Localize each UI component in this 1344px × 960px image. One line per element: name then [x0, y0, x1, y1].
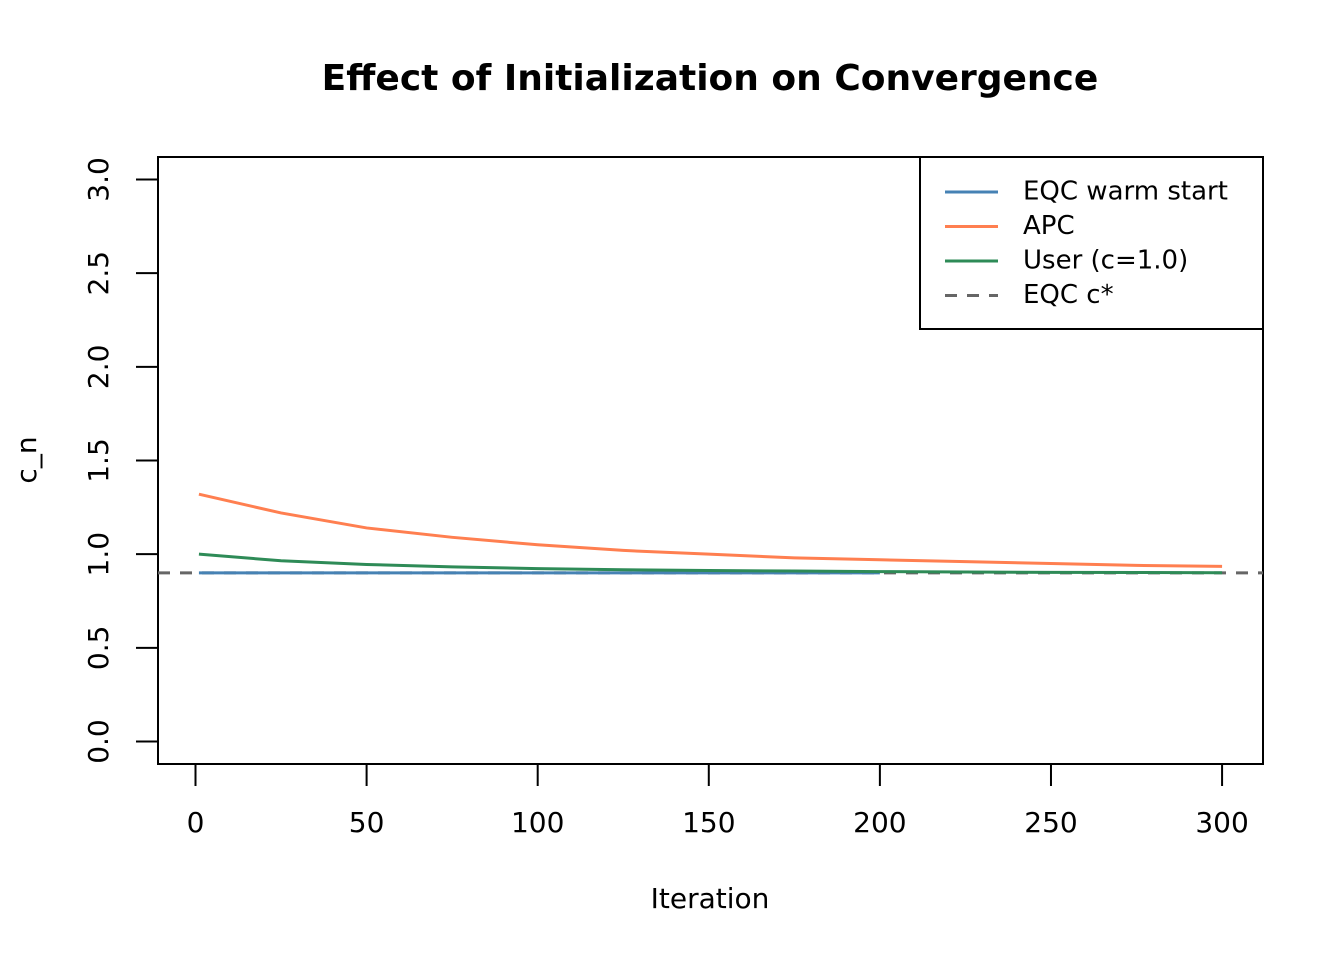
series-line — [198, 492, 1223, 568]
series-line — [198, 552, 1223, 575]
y-tick-label: 0.0 — [82, 719, 115, 764]
x-tick-label: 0 — [187, 806, 205, 839]
y-axis-label: c_n — [10, 436, 43, 483]
x-tick-label: 100 — [511, 806, 564, 839]
legend-label: User (c=1.0) — [1023, 246, 1188, 276]
y-tick-label: 3.0 — [82, 157, 115, 202]
x-tick-label: 250 — [1024, 806, 1077, 839]
y-tick-label: 1.0 — [82, 532, 115, 577]
legend-label: EQC c* — [1023, 280, 1114, 310]
x-tick-label: 50 — [349, 806, 385, 839]
y-tick-label: 1.5 — [82, 438, 115, 483]
x-axis-label: Iteration — [651, 882, 770, 915]
chart-title: Effect of Initialization on Convergence — [322, 58, 1099, 99]
legend-label: EQC warm start — [1023, 177, 1228, 207]
x-tick-label: 300 — [1195, 806, 1248, 839]
y-tick-label: 2.5 — [82, 251, 115, 296]
x-tick-label: 150 — [682, 806, 735, 839]
y-tick-label: 2.0 — [82, 345, 115, 390]
legend-box — [919, 156, 1264, 330]
x-tick-label: 200 — [853, 806, 906, 839]
legend-label: APC — [1023, 211, 1075, 241]
y-tick-label: 0.5 — [82, 626, 115, 671]
